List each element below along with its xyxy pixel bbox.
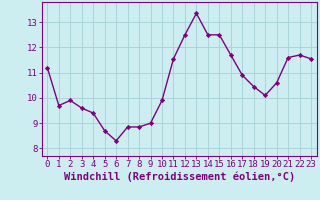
X-axis label: Windchill (Refroidissement éolien,°C): Windchill (Refroidissement éolien,°C) (64, 172, 295, 182)
